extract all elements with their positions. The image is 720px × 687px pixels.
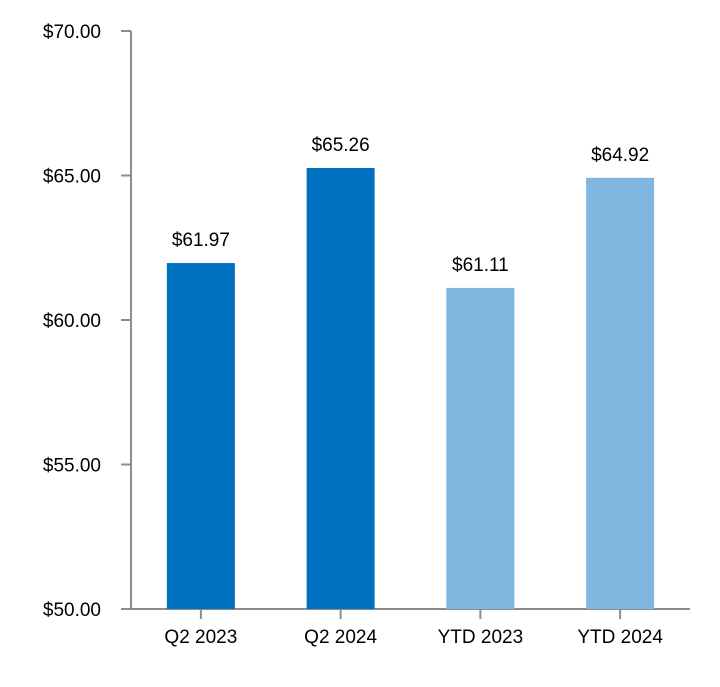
y-tick-label: $55.00 [43,456,101,477]
x-tick-label: YTD 2023 [438,627,524,648]
y-tick-label: $70.00 [43,22,101,43]
x-tick-label: Q2 2024 [304,627,377,648]
bar [166,263,235,609]
data-label: $61.97 [172,230,230,251]
x-tick-label: Q2 2023 [164,627,237,648]
data-label: $61.11 [452,255,509,276]
y-tick-label: $65.00 [43,167,101,188]
bar [306,167,375,609]
y-tick-label: $60.00 [43,311,101,332]
bar [446,287,515,609]
data-label: $65.26 [312,135,370,156]
x-tick-label: YTD 2024 [577,627,663,648]
bar [586,177,655,609]
y-tick-label: $50.00 [43,600,101,621]
data-label: $64.92 [591,145,649,166]
